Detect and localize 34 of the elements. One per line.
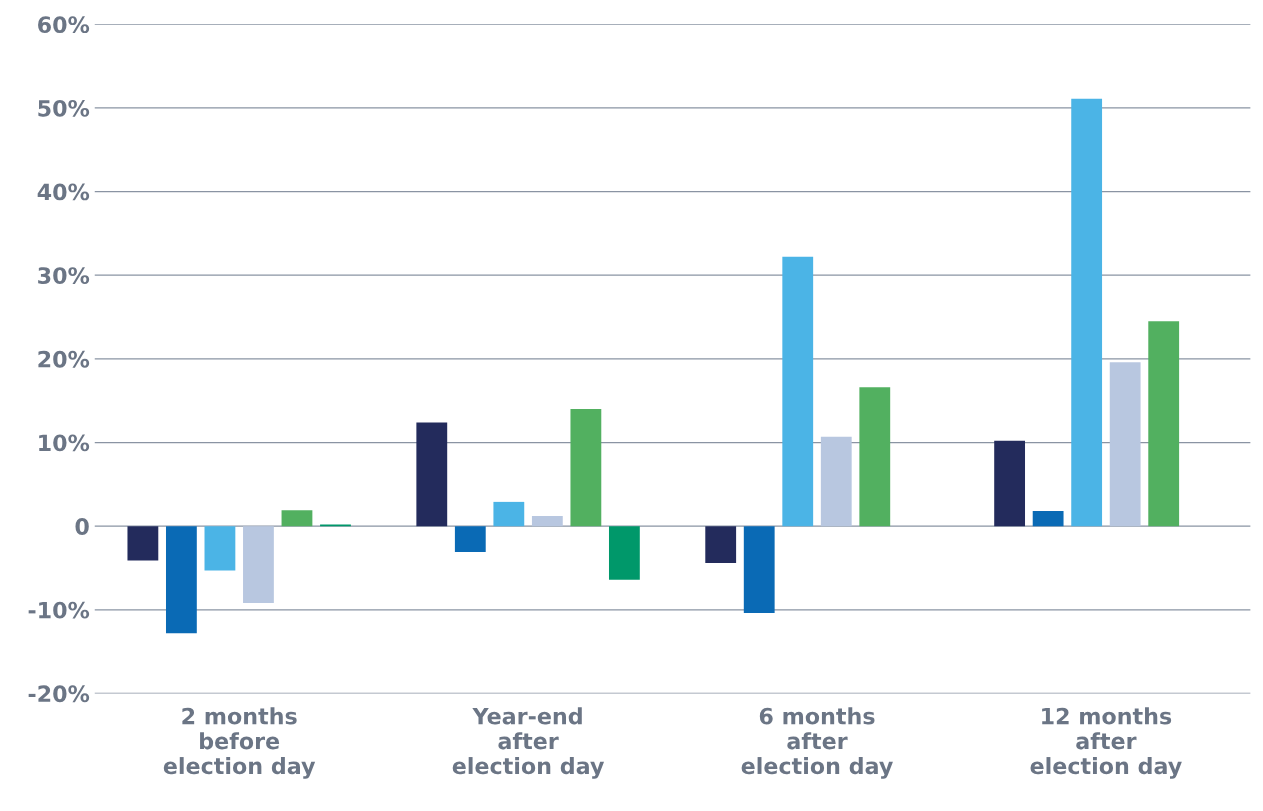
bar: [127, 526, 159, 561]
bar: [1109, 362, 1141, 527]
bar: [165, 526, 197, 634]
bar: [705, 526, 737, 563]
x-tick-label: 6 months after election day: [741, 707, 893, 779]
y-tick-label: 60%: [38, 16, 90, 34]
y-tick-label: 10%: [39, 434, 90, 452]
bar: [1148, 321, 1180, 527]
y-tick-label: 30%: [38, 267, 90, 284]
bar: [782, 256, 814, 527]
y-tick-label: 20%: [38, 350, 90, 368]
bar: [859, 387, 891, 527]
x-tick-label: 2 months before election day: [163, 707, 316, 779]
y-tick-label: -20%: [28, 685, 90, 703]
bar: [994, 440, 1026, 527]
bar: [531, 516, 563, 527]
bar: [454, 526, 486, 553]
bar: [1071, 98, 1103, 527]
y-tick-label: 0: [75, 518, 89, 535]
bar: [743, 526, 775, 614]
bar: [608, 526, 640, 580]
y-tick-label: 50%: [38, 99, 90, 117]
bar: [281, 510, 313, 527]
bar: [1032, 511, 1064, 527]
x-tick-label: Year-end after election day: [452, 707, 605, 779]
bar: [493, 501, 525, 527]
x-tick-label: 12 months after election day: [1030, 707, 1182, 779]
y-tick-label: 40%: [37, 183, 90, 201]
y-tick-label: -10%: [28, 601, 90, 619]
bar: [820, 436, 852, 527]
bar: [204, 526, 236, 571]
bar: [570, 409, 602, 527]
bar: [243, 526, 274, 604]
bar: [416, 422, 448, 527]
